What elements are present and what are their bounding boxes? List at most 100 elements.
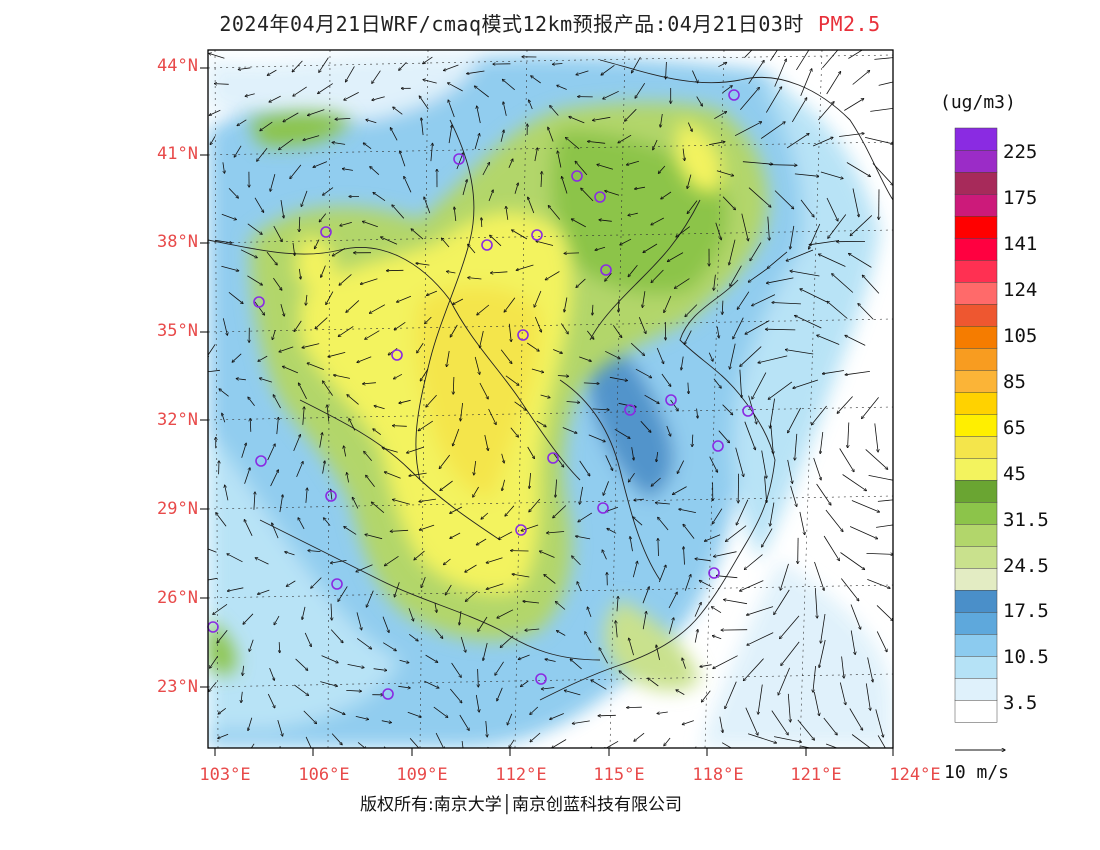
wind-arrow (366, 475, 375, 487)
colorbar-swatch (954, 259, 998, 283)
wind-arrow (548, 206, 561, 220)
wind-arrow (846, 162, 870, 177)
wind-arrow (821, 613, 826, 643)
wind-arrow (247, 223, 262, 235)
wind-arrow (433, 706, 448, 717)
wind-arrow (462, 180, 467, 196)
wind-arrow (331, 733, 342, 745)
colorbar-swatch (954, 391, 998, 415)
wind-arrow (507, 713, 513, 725)
colorbar-swatch (954, 457, 998, 481)
wind-arrow (812, 405, 827, 425)
wind-arrow (419, 498, 436, 502)
wind-arrow (498, 531, 513, 539)
wind-arrow (786, 249, 814, 261)
wind-arrow (283, 366, 299, 374)
wind-arrow (734, 122, 762, 137)
wind-arrow (651, 269, 664, 283)
wind-arrow (618, 299, 619, 312)
wind-arrow (684, 547, 685, 565)
wind-arrow (216, 513, 227, 527)
wind-arrow (651, 477, 661, 486)
wind-arrow (372, 70, 381, 84)
wind-arrow (320, 681, 337, 687)
colorbar-swatch (954, 171, 998, 195)
wind-arrow (675, 278, 690, 289)
wind-arrow (525, 629, 540, 630)
wind-arrow (684, 330, 692, 345)
wind-arrow (243, 665, 244, 676)
wind-arrow (557, 85, 567, 90)
city-marker (594, 191, 606, 203)
wind-arrow (356, 564, 373, 572)
wind-arrow (448, 125, 452, 144)
wind-arrow (767, 251, 788, 268)
wind-arrow (800, 69, 812, 97)
wind-arrow (238, 67, 251, 70)
wind-arrow (356, 638, 371, 649)
city-marker (253, 296, 265, 308)
lat-label-35: 35°N (157, 321, 198, 341)
axis-ticks (200, 67, 894, 756)
wind-arrow (688, 382, 689, 394)
wind-arrow (793, 379, 819, 388)
wind-arrow (502, 79, 515, 91)
wind-arrow (791, 98, 806, 123)
wind-arrow (280, 303, 284, 316)
wind-arrow (631, 447, 634, 460)
wind-arrow (352, 497, 359, 509)
wind-arrow (258, 589, 270, 594)
wind-arrow (474, 460, 477, 475)
colorbar-swatch (954, 567, 998, 591)
wind-arrow (684, 575, 691, 591)
wind-arrow (272, 329, 276, 340)
cb-label-124: 124 (1003, 279, 1038, 301)
wind-arrow (480, 330, 484, 348)
wind-arrow (390, 530, 409, 531)
wind-arrow (323, 187, 334, 196)
wind-arrow (640, 420, 651, 432)
wind-arrow (420, 368, 429, 381)
wind-arrow (521, 680, 529, 687)
city-marker (325, 490, 337, 502)
wind-arrow (747, 606, 774, 616)
wind-arrow (661, 373, 671, 386)
wind-arrow (363, 383, 376, 384)
wind-arrow (450, 324, 458, 337)
wind-arrow (785, 350, 814, 355)
wind-arrow (514, 183, 518, 194)
wind-arrow (577, 582, 582, 592)
wind-arrow (541, 172, 542, 188)
wind-arrow (562, 177, 568, 194)
wind-arrow (293, 435, 301, 452)
wind-arrow (744, 50, 753, 58)
wind-arrow (267, 693, 275, 708)
wind-arrow (306, 488, 307, 503)
wind-arrow (334, 375, 350, 379)
wind-arrow (474, 356, 480, 374)
wind-arrow (344, 527, 357, 535)
wind-arrow (349, 419, 356, 431)
wind-arrow (414, 550, 425, 560)
wind-arrow (286, 580, 296, 586)
wind-arrow (770, 398, 775, 429)
wind-arrow (817, 335, 840, 345)
wind-arrow (700, 664, 712, 667)
lat-label-32: 32°N (157, 410, 198, 430)
wind-arrow (394, 321, 406, 330)
wind-arrow (780, 615, 800, 639)
city-marker (535, 673, 547, 685)
wind-arrow (481, 218, 482, 228)
wind-arrow (642, 587, 649, 604)
wind-arrow (490, 235, 502, 247)
wind-arrow (257, 147, 268, 161)
colorbar-swatch (954, 633, 998, 657)
wind-arrow (557, 376, 569, 377)
wind-arrow (774, 736, 801, 743)
wind-arrow (468, 244, 476, 254)
wind-arrow (585, 632, 592, 644)
wind-arrow (714, 551, 737, 557)
wind-arrow (841, 656, 844, 679)
wind-arrow (303, 135, 320, 141)
colorbar-swatch (954, 347, 998, 371)
